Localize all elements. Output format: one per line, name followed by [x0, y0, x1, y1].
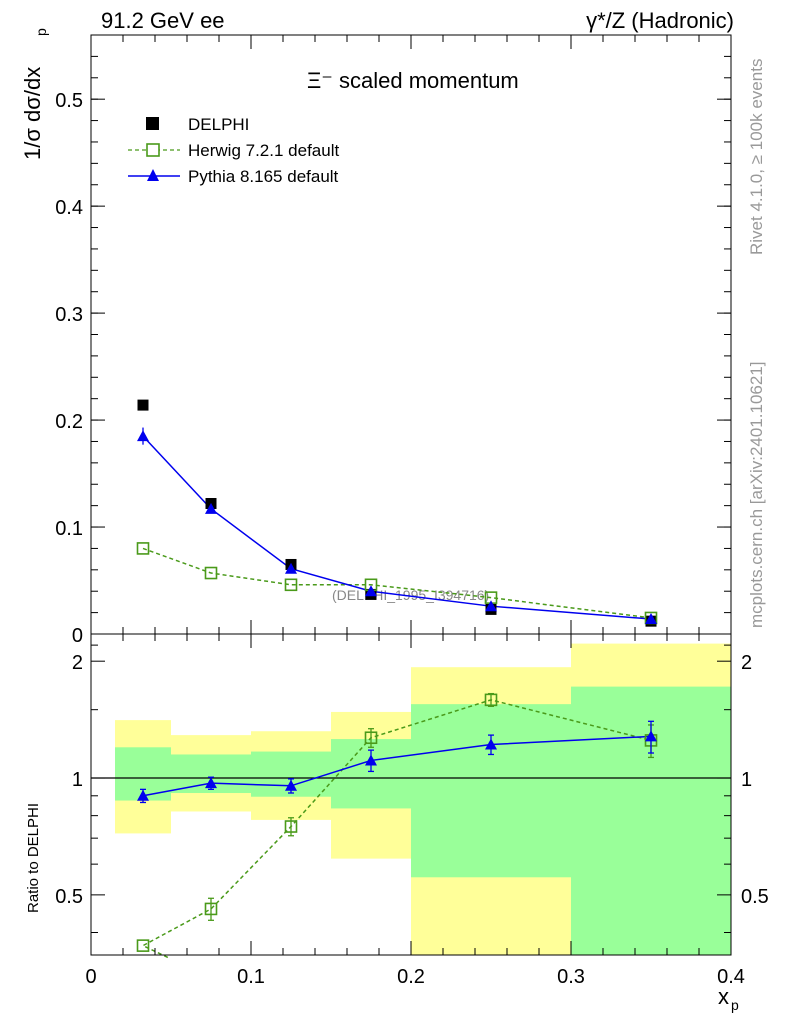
- pythia-main-point: [485, 600, 497, 612]
- data-main-point: [137, 399, 149, 411]
- legend-marker-pythia: [147, 169, 159, 181]
- main-ytick-label: 0.2: [55, 411, 83, 433]
- herwig-ratio-point: [364, 731, 378, 745]
- main-series-lines: [142, 435, 652, 620]
- herwig-main-point: [136, 542, 150, 555]
- x-tick-label: 0.2: [397, 966, 425, 988]
- x-tick-label: 0: [85, 966, 96, 988]
- main-ytick-label: 0.4: [55, 197, 83, 219]
- pythia-main-point: [365, 585, 377, 597]
- pythia-ratio-point: [285, 779, 297, 791]
- pythia-ratio-point: [205, 777, 217, 789]
- plot-title: Ξ⁻ scaled momentum: [307, 68, 519, 93]
- x-tick-label: 0.1: [237, 966, 265, 988]
- herwig-ratio-point: [484, 693, 498, 707]
- main-markers: [136, 399, 658, 627]
- x-tick-label: 0.4: [717, 966, 745, 988]
- main-ytick-label: 0.1: [55, 518, 83, 540]
- legend: DELPHI Herwig 7.2.1 default Pythia 8.165…: [128, 115, 339, 186]
- legend-label-pythia: Pythia 8.165 default: [188, 167, 339, 186]
- ratio-y-axis-label: Ratio to DELPHI: [25, 803, 42, 913]
- pythia-main-point: [645, 613, 657, 625]
- herwig-ratio-point: [204, 902, 218, 916]
- ratio-bands: [115, 643, 731, 955]
- header-right: γ*/Z (Hadronic): [586, 8, 734, 33]
- pythia-main-line: [142, 435, 652, 620]
- legend-label-herwig: Herwig 7.2.1 default: [188, 141, 339, 160]
- ratio-ytick-label-right: 2: [741, 652, 752, 674]
- ratio-markers: [136, 692, 658, 952]
- herwig-ratio-point: [136, 939, 150, 952]
- main-panel: [91, 35, 731, 634]
- main-ytick-label: 0.5: [55, 90, 83, 112]
- x-axis-label: x: [718, 984, 729, 1009]
- main-frame-bg: [91, 35, 731, 634]
- pythia-ratio-point: [365, 754, 377, 766]
- herwig-main-line: [142, 547, 652, 619]
- main-y-label-text: 1/σ dσ/dx: [20, 67, 45, 160]
- pythia-ratio-line: [142, 735, 652, 797]
- pythia-ratio-point: [485, 738, 497, 750]
- mcplots-label: mcplots.cern.ch [arXiv:2401.10621]: [747, 362, 766, 628]
- legend-marker-herwig: [146, 143, 160, 157]
- header-left: 91.2 GeV ee: [101, 8, 225, 33]
- ratio-ytick-label-right: 0.5: [741, 886, 769, 908]
- pythia-main-point: [137, 430, 149, 442]
- herwig-ratio-point: [284, 820, 298, 833]
- main-y-axis-label: 1/σ dσ/dx p: [20, 28, 49, 160]
- legend-marker-delphi: [146, 117, 159, 130]
- x-axis-label-sub: p: [731, 997, 739, 1013]
- pythia-main-point: [205, 502, 217, 514]
- ratio-ytick-label-left: 2: [72, 652, 83, 674]
- rivet-version-label: Rivet 4.1.0, ≥ 100k events: [747, 59, 766, 255]
- ratio-axes: 0.5 0.5 1 1 2 2 0 0.1 0.2 0.3 0.4: [55, 633, 769, 988]
- main-ytick-label: 0: [72, 625, 83, 647]
- main-ytick-label: 0.3: [55, 304, 83, 326]
- x-tick-label: 0.3: [557, 966, 585, 988]
- herwig-main-point: [284, 578, 298, 592]
- pythia-ratio-point: [645, 730, 657, 742]
- ratio-stat-band: [411, 704, 571, 878]
- ratio-ytick-label-left: 1: [72, 769, 83, 791]
- legend-label-delphi: DELPHI: [188, 115, 249, 134]
- ratio-ytick-label-right: 1: [741, 769, 752, 791]
- ratio-ytick-label-left: 0.5: [55, 886, 83, 908]
- pythia-ratio-point: [137, 789, 149, 801]
- herwig-main-point: [204, 566, 218, 580]
- ratio-stat-band: [331, 739, 411, 809]
- pythia-main-point: [285, 562, 297, 574]
- main-y-label-sub: p: [33, 28, 49, 36]
